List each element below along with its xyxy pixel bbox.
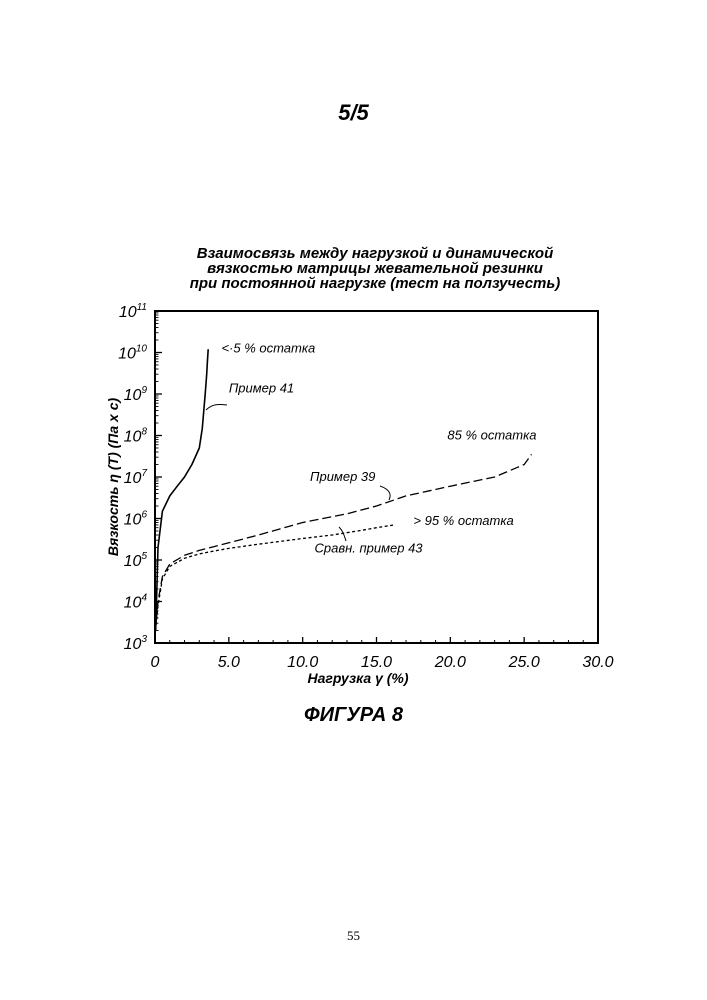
y-tick-exponent: 5	[141, 551, 147, 562]
y-tick-label: 104	[124, 593, 148, 612]
annotation-label: > 95 % остатка	[413, 513, 513, 528]
y-tick-base: 10	[124, 636, 142, 653]
labels-layer: 05.010.015.020.025.030.01031041051061071…	[118, 302, 614, 671]
annotation-label: Сравн. пример 43	[314, 541, 423, 556]
series-layer	[155, 349, 532, 636]
y-tick-exponent: 9	[141, 385, 147, 396]
x-tick-label: 30.0	[582, 654, 613, 671]
y-tick-exponent: 10	[136, 344, 148, 355]
x-tick-label: 10.0	[287, 654, 318, 671]
x-tick-label: 5.0	[218, 654, 240, 671]
y-tick-base: 10	[124, 553, 142, 570]
y-tick-base: 10	[124, 387, 142, 404]
y-tick-label: 1011	[119, 302, 147, 321]
y-tick-label: 106	[124, 510, 148, 529]
leader-line	[380, 486, 390, 500]
y-tick-label: 105	[124, 551, 148, 570]
y-tick-exponent: 3	[141, 634, 147, 645]
y-tick-label: 103	[124, 634, 148, 653]
x-tick-label: 0	[151, 654, 160, 671]
x-tick-label: 25.0	[508, 654, 540, 671]
annotation-layer: <·5 % остатка Пример 41 85 % остатка Пример…	[206, 341, 536, 556]
plot-frame	[155, 311, 598, 643]
x-tick-label: 15.0	[361, 654, 392, 671]
y-tick-label: 109	[124, 385, 148, 404]
y-tick-exponent: 7	[141, 468, 147, 479]
y-tick-base: 10	[124, 595, 142, 612]
annotation-label: <·5 % остатка	[221, 341, 315, 356]
y-tick-exponent: 6	[141, 510, 147, 521]
leader-line	[206, 405, 227, 410]
figure-caption: ФИГУРА 8	[0, 704, 707, 727]
x-axis-label: Нагрузка γ (%)	[307, 670, 408, 686]
y-tick-base: 10	[124, 512, 142, 529]
page-number: 55	[0, 928, 707, 944]
y-tick-base: 10	[119, 304, 137, 321]
annotation-label: Пример 39	[310, 469, 375, 484]
y-tick-label: 108	[124, 427, 148, 446]
y-tick-label: 1010	[118, 344, 147, 363]
y-tick-base: 10	[124, 470, 142, 487]
y-tick-label: 107	[124, 468, 148, 487]
y-tick-exponent: 11	[137, 302, 147, 313]
ticks-layer	[155, 311, 598, 643]
annotation-label: 85 % остатка	[447, 428, 536, 443]
annotation-label: Пример 41	[229, 380, 294, 395]
series-line	[156, 349, 209, 630]
x-tick-label: 20.0	[434, 654, 466, 671]
y-tick-exponent: 8	[141, 427, 147, 438]
y-tick-base: 10	[118, 346, 136, 363]
y-tick-exponent: 4	[141, 593, 147, 604]
y-axis-label: Вязкость η (T) (Па x с)	[105, 398, 121, 557]
y-tick-base: 10	[124, 429, 142, 446]
